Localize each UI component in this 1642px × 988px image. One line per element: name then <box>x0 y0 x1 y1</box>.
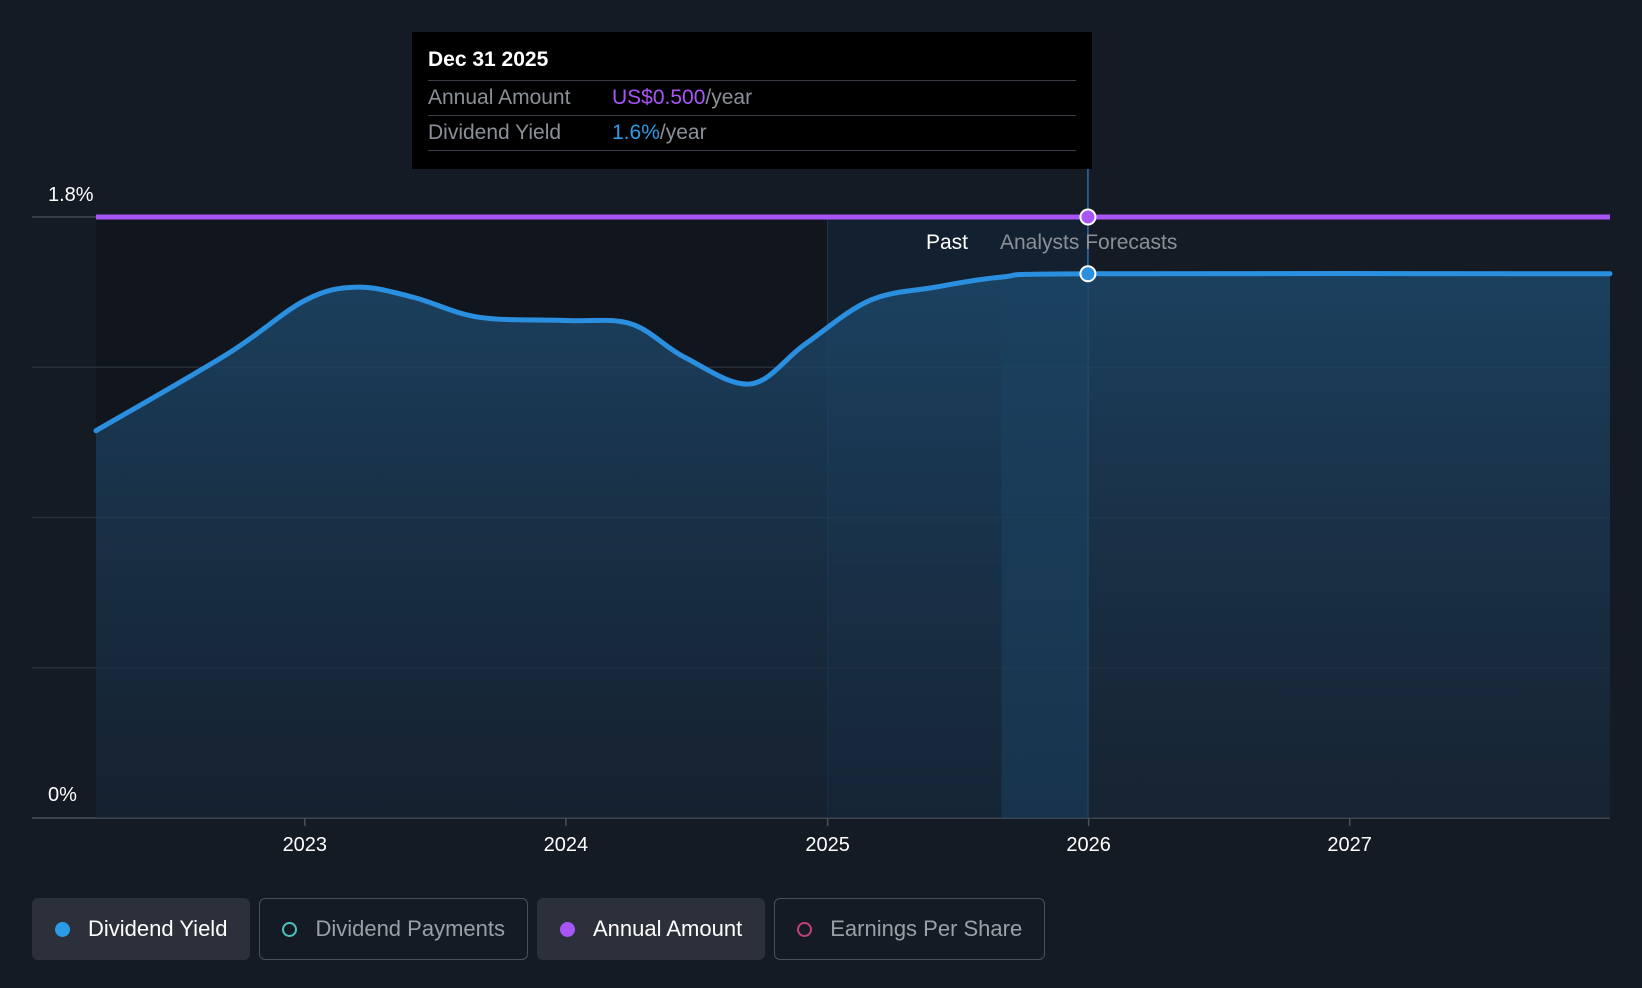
tooltip-date: Dec 31 2025 <box>428 46 1076 81</box>
y-tick-label: 0% <box>48 784 77 806</box>
tooltip-value: 1.6% <box>612 121 660 144</box>
highlight-band <box>1001 273 1088 818</box>
tooltip-label: Annual Amount <box>428 86 571 109</box>
tooltip: Dec 31 2025 Annual Amount US$0.500 /year… <box>412 32 1092 169</box>
legend-ring-icon <box>797 921 813 937</box>
y-tick-label: 1.8% <box>48 184 94 206</box>
legend-label: Annual Amount <box>592 916 743 941</box>
x-tick-label: 2025 <box>805 834 850 856</box>
tooltip-label: Dividend Yield <box>428 121 562 144</box>
legend-earnings-per-share-button[interactable]: Earnings Per Share <box>774 898 1046 960</box>
legend-dot-icon <box>559 921 575 937</box>
annual-amount-marker <box>1079 208 1097 226</box>
tooltip-unit: /year <box>659 121 707 144</box>
x-tick-label: 2027 <box>1327 834 1372 856</box>
legend-label: Dividend Yield <box>88 916 228 941</box>
legend-dot-icon <box>55 921 70 937</box>
x-tick-label: 2026 <box>1066 834 1111 856</box>
legend-annual-amount-button[interactable]: Annual Amount <box>536 898 766 960</box>
dividend-yield-area <box>96 273 1610 818</box>
tooltip-value: US$0.500 <box>612 86 706 109</box>
legend-ring-icon <box>282 921 298 937</box>
legend-dividend-yield-button[interactable]: Dividend Yield <box>32 898 251 960</box>
x-tick-label: 2023 <box>283 834 328 856</box>
past-label: Past <box>926 231 968 254</box>
legend-dividend-payments-button[interactable]: Dividend Payments <box>259 898 528 960</box>
legend-label: Earnings Per Share <box>830 916 1023 941</box>
dividend-yield-line <box>93 271 1613 434</box>
analysts-forecasts-label: Analysts Forecasts <box>1000 231 1177 254</box>
dividend-yield-marker <box>1079 265 1097 283</box>
legend: Dividend Yield Dividend Payments Annual … <box>32 898 1046 960</box>
tooltip-row-annual-amount: Annual Amount US$0.500 /year <box>428 81 1076 116</box>
legend-label: Dividend Payments <box>315 916 505 941</box>
tooltip-unit: /year <box>705 86 753 109</box>
tooltip-row-dividend-yield: Dividend Yield 1.6% /year <box>428 116 1076 151</box>
dividend-chart: 1.8% 0% 2023 2024 2025 2026 2027 Past Analysts F… <box>32 169 1613 856</box>
x-tick-label: 2024 <box>544 834 589 856</box>
